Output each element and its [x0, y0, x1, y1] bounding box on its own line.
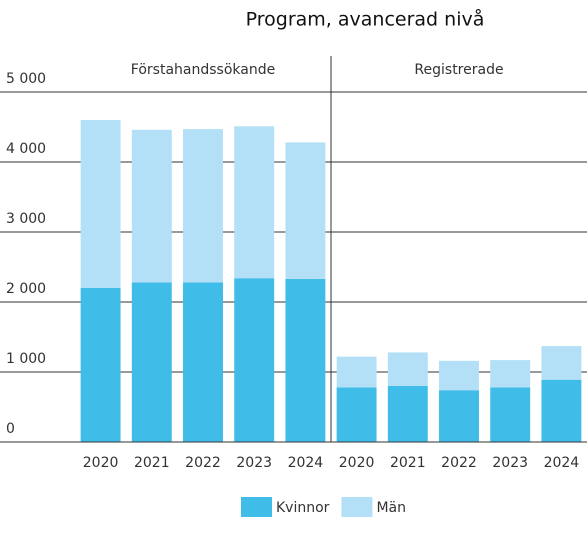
y-tick-label: 0	[6, 421, 15, 437]
x-tick-label: 2024	[544, 455, 580, 471]
legend-swatch	[341, 497, 373, 517]
bar	[183, 129, 223, 283]
x-tick-label: 2023	[492, 455, 528, 471]
bar	[80, 288, 121, 442]
legend-label: Kvinnor	[276, 500, 330, 516]
x-tick-label: 2021	[134, 455, 170, 471]
x-tick-label: 2021	[390, 455, 426, 471]
bar	[336, 356, 377, 388]
bar	[80, 120, 121, 288]
bar	[285, 142, 326, 279]
bar	[387, 386, 428, 442]
bar	[490, 360, 531, 388]
bar	[234, 126, 275, 279]
bar	[387, 352, 428, 386]
bar	[131, 282, 172, 442]
bar	[131, 129, 172, 283]
x-tick-label: 2020	[339, 455, 375, 471]
legend-swatch	[241, 497, 272, 517]
x-tick-label: 2023	[236, 455, 272, 471]
y-tick-label: 5 000	[6, 71, 46, 87]
y-tick-label: 1 000	[6, 351, 46, 367]
bar	[234, 278, 275, 442]
bar	[183, 282, 223, 442]
bar	[490, 387, 531, 442]
facet-title: Förstahandssökande	[131, 62, 275, 78]
x-tick-label: 2022	[185, 455, 221, 471]
bar	[541, 346, 582, 380]
bar	[439, 390, 479, 442]
chart-title: Program, avancerad nivå	[246, 8, 485, 31]
y-tick-label: 4 000	[6, 141, 46, 157]
y-tick-label: 3 000	[6, 211, 46, 227]
bar	[336, 387, 377, 442]
x-tick-label: 2024	[288, 455, 324, 471]
x-tick-label: 2022	[441, 455, 477, 471]
facet-title: Registrerade	[414, 62, 503, 78]
bar	[439, 360, 479, 391]
bar	[541, 379, 582, 442]
bar	[285, 278, 326, 442]
x-tick-label: 2020	[83, 455, 119, 471]
legend-label: Män	[376, 500, 406, 516]
y-tick-label: 2 000	[6, 281, 46, 297]
